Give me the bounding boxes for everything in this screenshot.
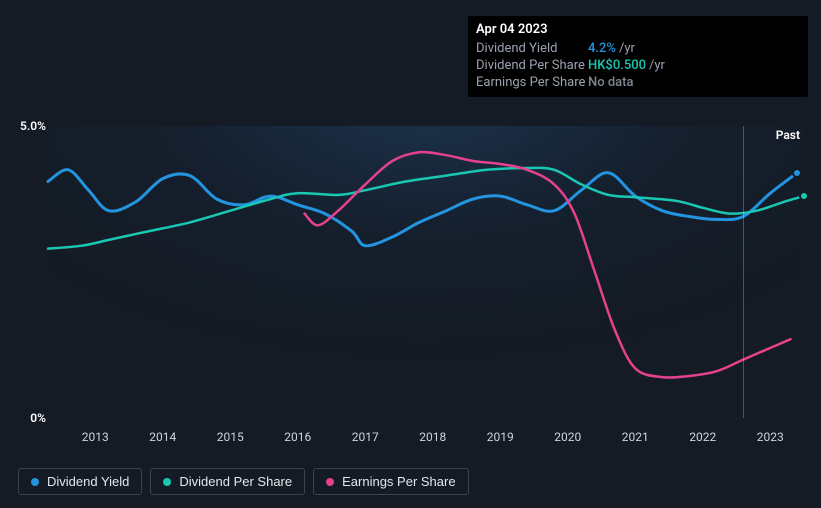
tooltip-row-value: No data (588, 75, 634, 90)
x-tick-label: 2015 (217, 430, 244, 444)
chart-tooltip: Apr 04 2023 Dividend Yield4.2%/yrDividen… (468, 16, 808, 97)
tooltip-row-label: Dividend Per Share (476, 58, 588, 73)
legend-item-label: Dividend Per Share (179, 474, 292, 489)
x-tick-label: 2018 (419, 430, 446, 444)
tooltip-date: Apr 04 2023 (476, 22, 800, 40)
x-tick-label: 2013 (82, 430, 109, 444)
tooltip-row: Dividend Per ShareHK$0.500/yr (476, 57, 800, 74)
legend-item[interactable]: Dividend Yield (18, 468, 142, 495)
x-tick-label: 2022 (689, 430, 716, 444)
tooltip-row-value: 4.2% (588, 41, 616, 56)
legend-item-label: Dividend Yield (47, 474, 129, 489)
tooltip-row-label: Earnings Per Share (476, 75, 588, 90)
tooltip-row: Dividend Yield4.2%/yr (476, 40, 800, 57)
x-tick-label: 2019 (487, 430, 514, 444)
plot-area[interactable]: Past (48, 126, 804, 418)
series-line (305, 152, 791, 378)
legend-dot-icon (31, 478, 39, 486)
x-tick-label: 2014 (149, 430, 176, 444)
tooltip-row-suffix: /yr (649, 58, 665, 73)
series-svg (48, 126, 804, 418)
legend-dot-icon (163, 478, 171, 486)
tooltip-row: Earnings Per ShareNo data (476, 74, 800, 91)
y-tick-label: 5.0% (20, 119, 46, 133)
dividend-chart: Past 2013 2014 2015 2016 2017 2018 2019 2020 202… (18, 108, 808, 448)
series-line (48, 170, 797, 246)
time-marker (743, 126, 744, 418)
x-axis: 2013 2014 2015 2016 2017 2018 2019 2020 2021 2022… (48, 430, 804, 452)
legend-dot-icon (326, 478, 334, 486)
y-tick-label: 0% (30, 411, 46, 425)
series-end-dot (799, 191, 809, 201)
x-tick-label: 2021 (622, 430, 649, 444)
tooltip-row-suffix: /yr (619, 41, 635, 56)
x-tick-label: 2017 (352, 430, 379, 444)
x-tick-label: 2023 (757, 430, 784, 444)
x-tick-label: 2020 (554, 430, 581, 444)
series-end-dot (792, 168, 802, 178)
x-tick-label: 2016 (284, 430, 311, 444)
legend: Dividend Yield Dividend Per Share Earnings… (18, 468, 469, 495)
past-label: Past (776, 128, 800, 142)
legend-item-label: Earnings Per Share (342, 474, 455, 489)
tooltip-rows: Dividend Yield4.2%/yrDividend Per ShareH… (476, 40, 800, 91)
legend-item[interactable]: Dividend Per Share (150, 468, 305, 495)
tooltip-row-label: Dividend Yield (476, 41, 588, 56)
tooltip-row-value: HK$0.500 (588, 58, 646, 73)
legend-item[interactable]: Earnings Per Share (313, 468, 468, 495)
